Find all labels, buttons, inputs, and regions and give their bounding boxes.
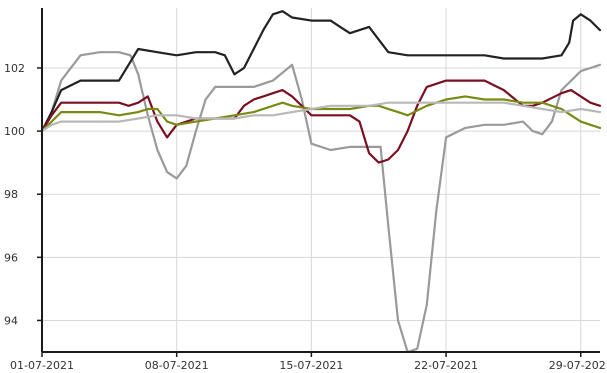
y-tick-label: 100: [4, 125, 25, 138]
x-tick-label: 15-07-2021: [279, 359, 343, 372]
y-tick-label: 102: [4, 62, 25, 75]
y-tick-labels: 94 96 98 100 102: [4, 62, 42, 327]
x-tick-label: 08-07-2021: [145, 359, 209, 372]
series-line-2: [40, 10, 602, 133]
x-tick-label: 01-07-2021: [10, 359, 74, 372]
x-tick-label: 29-07-2021: [549, 359, 607, 372]
series-line-5: [40, 101, 602, 133]
y-tick-label: 96: [4, 251, 18, 264]
x-tick-labels: 01-07-2021 08-07-2021 15-07-2021 22-07-2021…: [10, 352, 607, 372]
series-group: [40, 10, 602, 354]
y-tick-label: 98: [4, 188, 18, 201]
series-line-1: [40, 51, 602, 354]
series-line-4: [40, 95, 602, 133]
axes: [41, 8, 600, 353]
x-tick-label: 22-07-2021: [414, 359, 478, 372]
y-tick-label: 94: [4, 314, 18, 327]
